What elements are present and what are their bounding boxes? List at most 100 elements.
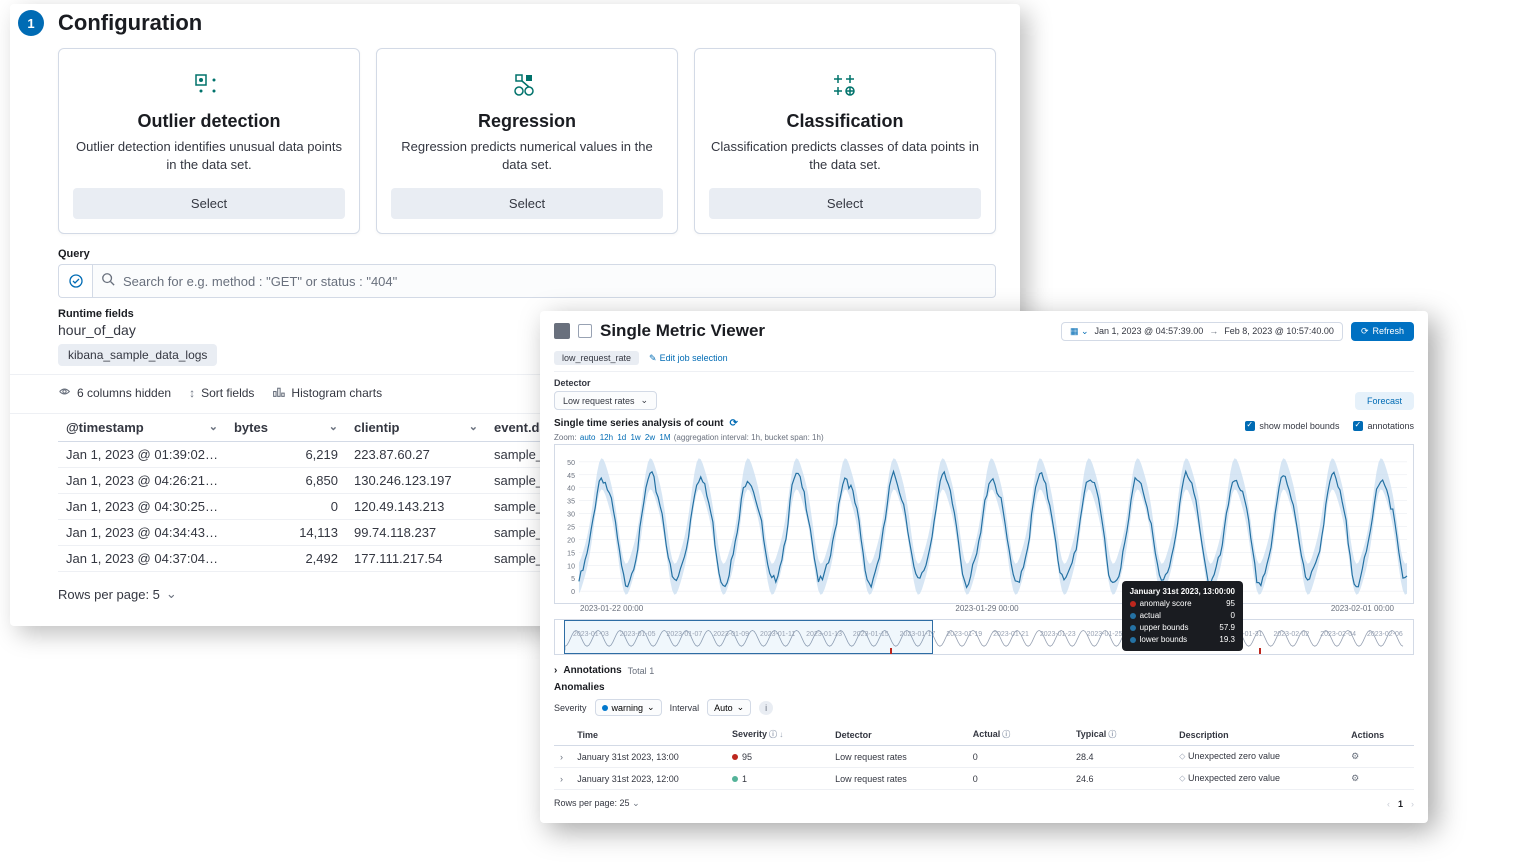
data-view-chip[interactable]: kibana_sample_data_logs xyxy=(58,344,217,366)
detector-select[interactable]: Low request rates ⌄ xyxy=(554,391,657,410)
sort-fields-button[interactable]: ↕ Sort fields xyxy=(189,380,254,406)
interval-select[interactable]: Auto ⌄ xyxy=(707,699,751,716)
gear-icon: ⚙ xyxy=(1351,751,1359,761)
table-header[interactable]: Time xyxy=(571,724,726,746)
table-header[interactable]: Description xyxy=(1173,724,1345,746)
chevron-down-icon: ⌄ xyxy=(166,586,177,602)
edit-job-link[interactable]: ✎ Edit job selection xyxy=(649,353,728,364)
zoom-link[interactable]: auto xyxy=(580,433,596,442)
anomalies-table: TimeSeverityⓘ ↓DetectorActualⓘTypicalⓘDe… xyxy=(554,724,1414,790)
expand-row[interactable]: › xyxy=(554,768,571,790)
outlier-icon xyxy=(73,71,345,101)
search-input[interactable]: Search for e.g. method : "GET" or status… xyxy=(92,264,996,298)
refresh-label: Refresh xyxy=(1372,326,1404,336)
forecast-button[interactable]: Forecast xyxy=(1355,392,1414,410)
table-header[interactable]: bytes⌄ xyxy=(226,414,346,442)
zoom-controls: Zoom: auto 12h 1d 1w 2w 1M (aggregation … xyxy=(554,433,1414,442)
table-header[interactable]: Typicalⓘ xyxy=(1070,724,1173,746)
card-regression: Regression Regression predicts numerical… xyxy=(376,48,678,234)
nav-selection[interactable] xyxy=(564,620,933,654)
x-axis-label: 2023-01-22 00:00 xyxy=(580,604,643,613)
query-label: Query xyxy=(10,248,1020,264)
viewer-title: Single Metric Viewer xyxy=(600,321,1053,341)
chevron-down-icon: ⌄ xyxy=(641,395,649,406)
app-icon[interactable] xyxy=(554,323,570,339)
job-chip[interactable]: low_request_rate xyxy=(554,351,639,365)
severity-select[interactable]: warning ⌄ xyxy=(595,699,662,716)
refresh-icon[interactable]: ⟳ xyxy=(730,418,738,429)
svg-text:20: 20 xyxy=(567,537,575,544)
nav-chart[interactable]: 2023-01-032023-01-052023-01-072023-01-09… xyxy=(554,619,1414,655)
chevron-down-icon: ⌄ xyxy=(737,702,745,713)
hist-text: Histogram charts xyxy=(291,386,382,400)
table-row[interactable]: › January 31st 2023, 12:00 1 Low request… xyxy=(554,768,1414,790)
cb-label: show model bounds xyxy=(1259,421,1339,431)
table-row[interactable]: › January 31st 2023, 13:00 95 Low reques… xyxy=(554,746,1414,768)
svg-text:5: 5 xyxy=(571,576,575,583)
tooltip-row: upper bounds57.9 xyxy=(1130,622,1235,634)
model-bounds-checkbox[interactable]: show model bounds xyxy=(1245,421,1339,431)
date-to: Feb 8, 2023 @ 10:57:40.00 xyxy=(1224,326,1334,336)
svg-text:25: 25 xyxy=(567,525,575,532)
layout-icon[interactable] xyxy=(578,324,592,338)
chevron-right-icon: › xyxy=(554,665,557,676)
date-from: Jan 1, 2023 @ 04:57:39.00 xyxy=(1094,326,1203,336)
detector-label: Detector xyxy=(554,378,1414,388)
zoom-link[interactable]: 2w xyxy=(645,433,655,442)
search-icon xyxy=(101,272,115,291)
page-title: Configuration xyxy=(58,10,202,36)
svg-text:0: 0 xyxy=(571,589,575,596)
main-chart[interactable]: 05101520253035404550 xyxy=(554,444,1414,604)
card-desc: Regression predicts numerical values in … xyxy=(391,138,663,174)
histogram-button[interactable]: Histogram charts xyxy=(272,379,382,407)
chevron-down-icon: ⌄ xyxy=(647,702,655,713)
select-button[interactable]: Select xyxy=(73,188,345,219)
date-range-picker[interactable]: ▦ ⌄ Jan 1, 2023 @ 04:57:39.00 → Feb 8, 2… xyxy=(1061,322,1343,341)
tooltip-row: lower bounds19.3 xyxy=(1130,634,1235,646)
svg-text:50: 50 xyxy=(567,460,575,467)
anomalies-label: Anomalies xyxy=(554,682,1414,693)
detector-value: Low request rates xyxy=(563,396,635,406)
total-count: 1 xyxy=(649,666,654,676)
zoom-link[interactable]: 12h xyxy=(600,433,613,442)
table-header[interactable]: @timestamp⌄ xyxy=(58,414,226,442)
annotations-checkbox[interactable]: annotations xyxy=(1353,421,1414,431)
step-badge: 1 xyxy=(18,10,44,36)
expand-row[interactable]: › xyxy=(554,746,571,768)
interval-value: Auto xyxy=(714,703,733,713)
zoom-suffix: (aggregation interval: 1h, bucket span: … xyxy=(674,433,824,442)
chevron-down-icon: ⌄ xyxy=(632,798,640,808)
prev-page[interactable]: ‹ xyxy=(1387,799,1390,809)
table-header[interactable]: Actions xyxy=(1345,724,1414,746)
series-title: Single time series analysis of count xyxy=(554,418,724,429)
table-header[interactable]: Actualⓘ xyxy=(967,724,1070,746)
rows-per-page-label: Rows per page: 5 xyxy=(58,587,160,602)
annotations-toggle[interactable]: › Annotations Total 1 xyxy=(554,665,1414,676)
table-header[interactable]: Detector xyxy=(829,724,967,746)
edit-text: Edit job selection xyxy=(660,353,728,363)
x-axis-label: 2023-01-29 00:00 xyxy=(955,604,1018,613)
total-label: Total xyxy=(628,666,647,676)
regression-icon xyxy=(391,71,663,101)
rows-per-page[interactable]: Rows per page: 25 ⌄ xyxy=(554,798,640,809)
eye-icon xyxy=(58,385,71,401)
select-button[interactable]: Select xyxy=(709,188,981,219)
table-header[interactable]: Severityⓘ ↓ xyxy=(726,724,829,746)
kql-badge[interactable] xyxy=(58,264,92,298)
pencil-icon: ✎ xyxy=(649,353,657,364)
card-classification: Classification Classification predicts c… xyxy=(694,48,996,234)
next-page[interactable]: › xyxy=(1411,799,1414,809)
columns-hidden-button[interactable]: 6 columns hidden xyxy=(58,379,171,407)
x-axis-label: 2023-02-01 00:00 xyxy=(1331,604,1394,613)
select-button[interactable]: Select xyxy=(391,188,663,219)
info-icon[interactable]: i xyxy=(759,701,773,715)
annotations-label: Annotations xyxy=(563,665,621,676)
svg-text:40: 40 xyxy=(567,486,575,493)
refresh-button[interactable]: ⟳ Refresh xyxy=(1351,322,1414,341)
zoom-link[interactable]: 1w xyxy=(630,433,640,442)
rows-per-page-label: Rows per page: 25 xyxy=(554,798,630,808)
zoom-link[interactable]: 1M xyxy=(659,433,670,442)
tooltip-title: January 31st 2023, 13:00:00 xyxy=(1130,586,1235,598)
zoom-link[interactable]: 1d xyxy=(617,433,626,442)
table-header[interactable]: clientip⌄ xyxy=(346,414,486,442)
